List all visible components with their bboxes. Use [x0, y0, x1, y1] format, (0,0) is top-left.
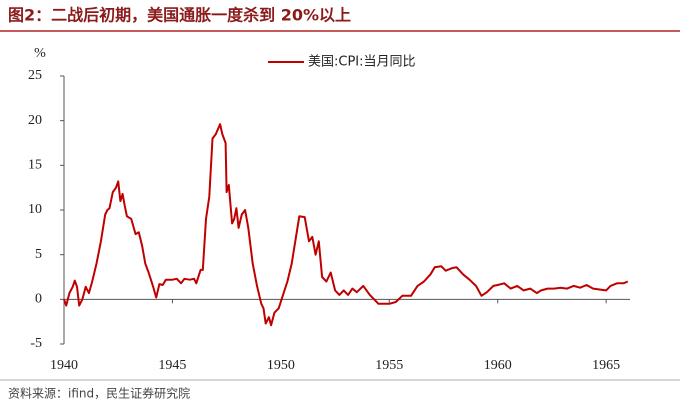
y-tick-label: 25 — [28, 68, 42, 83]
y-tick-label: 10 — [28, 202, 42, 217]
source-note: 资料来源：ifind，民生证券研究院 — [8, 386, 190, 401]
x-tick-label: 1940 — [50, 358, 78, 373]
series-line — [63, 123, 629, 327]
x-tick-label: 1960 — [484, 358, 512, 373]
y-tick-label: 0 — [35, 292, 42, 307]
y-tick-label: 20 — [28, 113, 42, 128]
y-tick-label: 15 — [28, 158, 42, 173]
y-tick-label: -5 — [30, 336, 42, 351]
x-tick-label: 1945 — [158, 358, 186, 373]
y-unit: % — [34, 46, 46, 61]
x-tick-label: 1950 — [267, 358, 295, 373]
x-tick-label: 1955 — [375, 358, 403, 373]
x-tick-label: 1965 — [592, 358, 620, 373]
legend-label: 美国:CPI:当月同比 — [308, 55, 416, 70]
chart-title: 图2：二战后初期，美国通胀一度杀到 20%以上 — [8, 6, 351, 25]
y-tick-label: 5 — [35, 247, 42, 262]
